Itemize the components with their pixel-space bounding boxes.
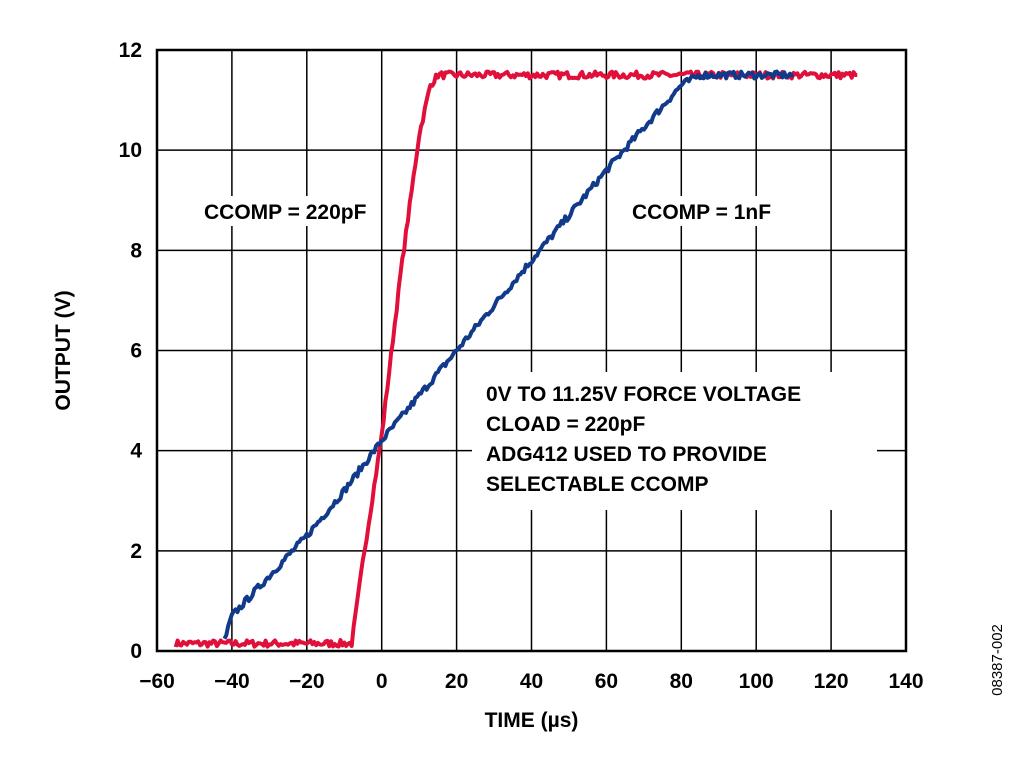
y-tick-label: 0 xyxy=(130,640,142,663)
y-tick-label: 6 xyxy=(130,340,142,363)
figure-id: 08387-002 xyxy=(989,624,1006,696)
x-axis-title: TIME (µs) xyxy=(485,709,579,732)
annotation-220pf-background xyxy=(196,196,374,226)
y-tick-label: 4 xyxy=(130,440,142,463)
y-tick-label: 12 xyxy=(119,39,142,62)
series-group xyxy=(173,69,858,649)
y-tick-label: 10 xyxy=(119,139,142,162)
note-line-3: ADG412 USED TO PROVIDE xyxy=(486,443,767,466)
x-tick-label: 80 xyxy=(670,670,693,693)
x-tick-label: −40 xyxy=(214,670,250,693)
note-background xyxy=(472,372,877,510)
series-line xyxy=(222,69,795,640)
series-line xyxy=(173,69,858,649)
note-text: 0V TO 11.25V FORCE VOLTAGE CLOAD = 220pF… xyxy=(486,383,801,496)
y-tick-label: 2 xyxy=(130,540,142,563)
annotation-220pf: CCOMP = 220pF xyxy=(204,201,367,224)
x-tick-label: 0 xyxy=(376,670,388,693)
note-line-1: 0V TO 11.25V FORCE VOLTAGE xyxy=(486,383,801,406)
x-tick-label: 40 xyxy=(520,670,543,693)
x-tick-label: 120 xyxy=(814,670,849,693)
x-tick-label: 140 xyxy=(888,670,923,693)
annotation-1nf: CCOMP = 1nF xyxy=(632,201,771,224)
grid xyxy=(156,49,907,652)
y-axis-title: OUTPUT (V) xyxy=(52,290,75,410)
x-tick-label: −60 xyxy=(139,670,175,693)
note-line-4: SELECTABLE CCOMP xyxy=(486,473,708,496)
x-tick-label: 100 xyxy=(739,670,774,693)
annotation-1nf-background xyxy=(624,196,808,226)
y-tick-labels: 0 2 4 6 8 10 12 xyxy=(119,39,143,663)
x-tick-label: 60 xyxy=(595,670,618,693)
plot-frame xyxy=(155,48,908,653)
note-line-2: CLOAD = 220pF xyxy=(486,413,645,436)
x-tick-labels: −60 −40 −20 0 20 40 60 80 100 120 140 xyxy=(139,670,923,693)
x-tick-label: 20 xyxy=(445,670,468,693)
y-tick-label: 8 xyxy=(130,239,142,262)
x-tick-label: −20 xyxy=(289,670,325,693)
